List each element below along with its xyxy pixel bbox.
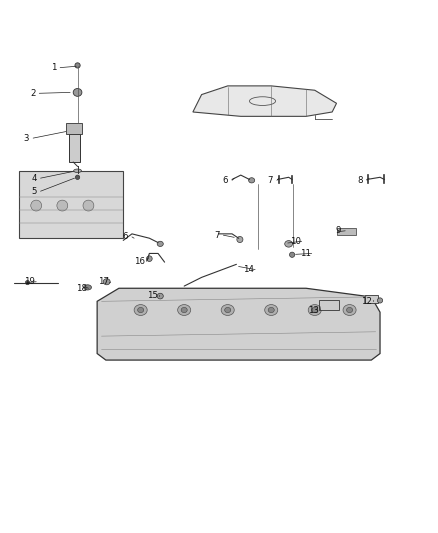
Ellipse shape [25, 280, 30, 285]
Ellipse shape [308, 304, 321, 316]
FancyBboxPatch shape [336, 228, 356, 235]
Ellipse shape [265, 304, 278, 316]
Ellipse shape [134, 304, 147, 316]
PathPatch shape [97, 288, 380, 360]
Ellipse shape [249, 177, 254, 183]
Ellipse shape [378, 298, 383, 303]
Text: 9: 9 [336, 227, 341, 235]
Ellipse shape [138, 308, 144, 313]
Ellipse shape [178, 304, 191, 316]
Ellipse shape [157, 293, 163, 299]
Text: 5: 5 [31, 187, 37, 196]
Text: 2: 2 [30, 89, 35, 98]
Text: 6: 6 [223, 176, 228, 185]
Ellipse shape [290, 252, 295, 257]
Ellipse shape [181, 308, 187, 313]
Text: 19: 19 [24, 277, 35, 286]
PathPatch shape [193, 86, 336, 116]
Ellipse shape [103, 279, 110, 285]
FancyBboxPatch shape [365, 295, 378, 303]
Text: 10: 10 [290, 237, 300, 246]
Text: 8: 8 [358, 176, 363, 185]
Text: 18: 18 [76, 284, 88, 293]
Text: 1: 1 [51, 63, 57, 72]
FancyBboxPatch shape [66, 123, 82, 134]
Ellipse shape [75, 63, 80, 68]
Ellipse shape [84, 285, 92, 290]
Ellipse shape [157, 241, 163, 246]
Text: 4: 4 [31, 174, 37, 183]
Text: 13: 13 [308, 305, 319, 314]
FancyBboxPatch shape [319, 301, 339, 310]
Text: 15: 15 [147, 291, 159, 300]
Ellipse shape [225, 308, 231, 313]
Text: 16: 16 [134, 257, 145, 266]
Ellipse shape [73, 88, 82, 96]
Ellipse shape [346, 308, 353, 313]
Ellipse shape [343, 304, 356, 316]
FancyBboxPatch shape [19, 171, 123, 238]
Ellipse shape [57, 200, 68, 211]
Ellipse shape [312, 308, 318, 313]
Ellipse shape [237, 237, 243, 243]
Ellipse shape [75, 175, 80, 180]
Text: 6: 6 [123, 232, 128, 241]
Ellipse shape [285, 240, 293, 247]
Text: 17: 17 [98, 277, 109, 286]
Text: 7: 7 [214, 231, 219, 240]
Ellipse shape [268, 308, 274, 313]
Ellipse shape [83, 200, 94, 211]
Ellipse shape [74, 169, 81, 173]
Ellipse shape [31, 200, 42, 211]
Ellipse shape [221, 304, 234, 316]
Text: 3: 3 [24, 134, 29, 143]
Ellipse shape [147, 256, 152, 262]
Text: 11: 11 [300, 249, 311, 258]
Text: 7: 7 [268, 176, 273, 185]
FancyBboxPatch shape [69, 134, 80, 162]
Text: 14: 14 [243, 265, 254, 274]
Text: 12: 12 [360, 297, 371, 306]
